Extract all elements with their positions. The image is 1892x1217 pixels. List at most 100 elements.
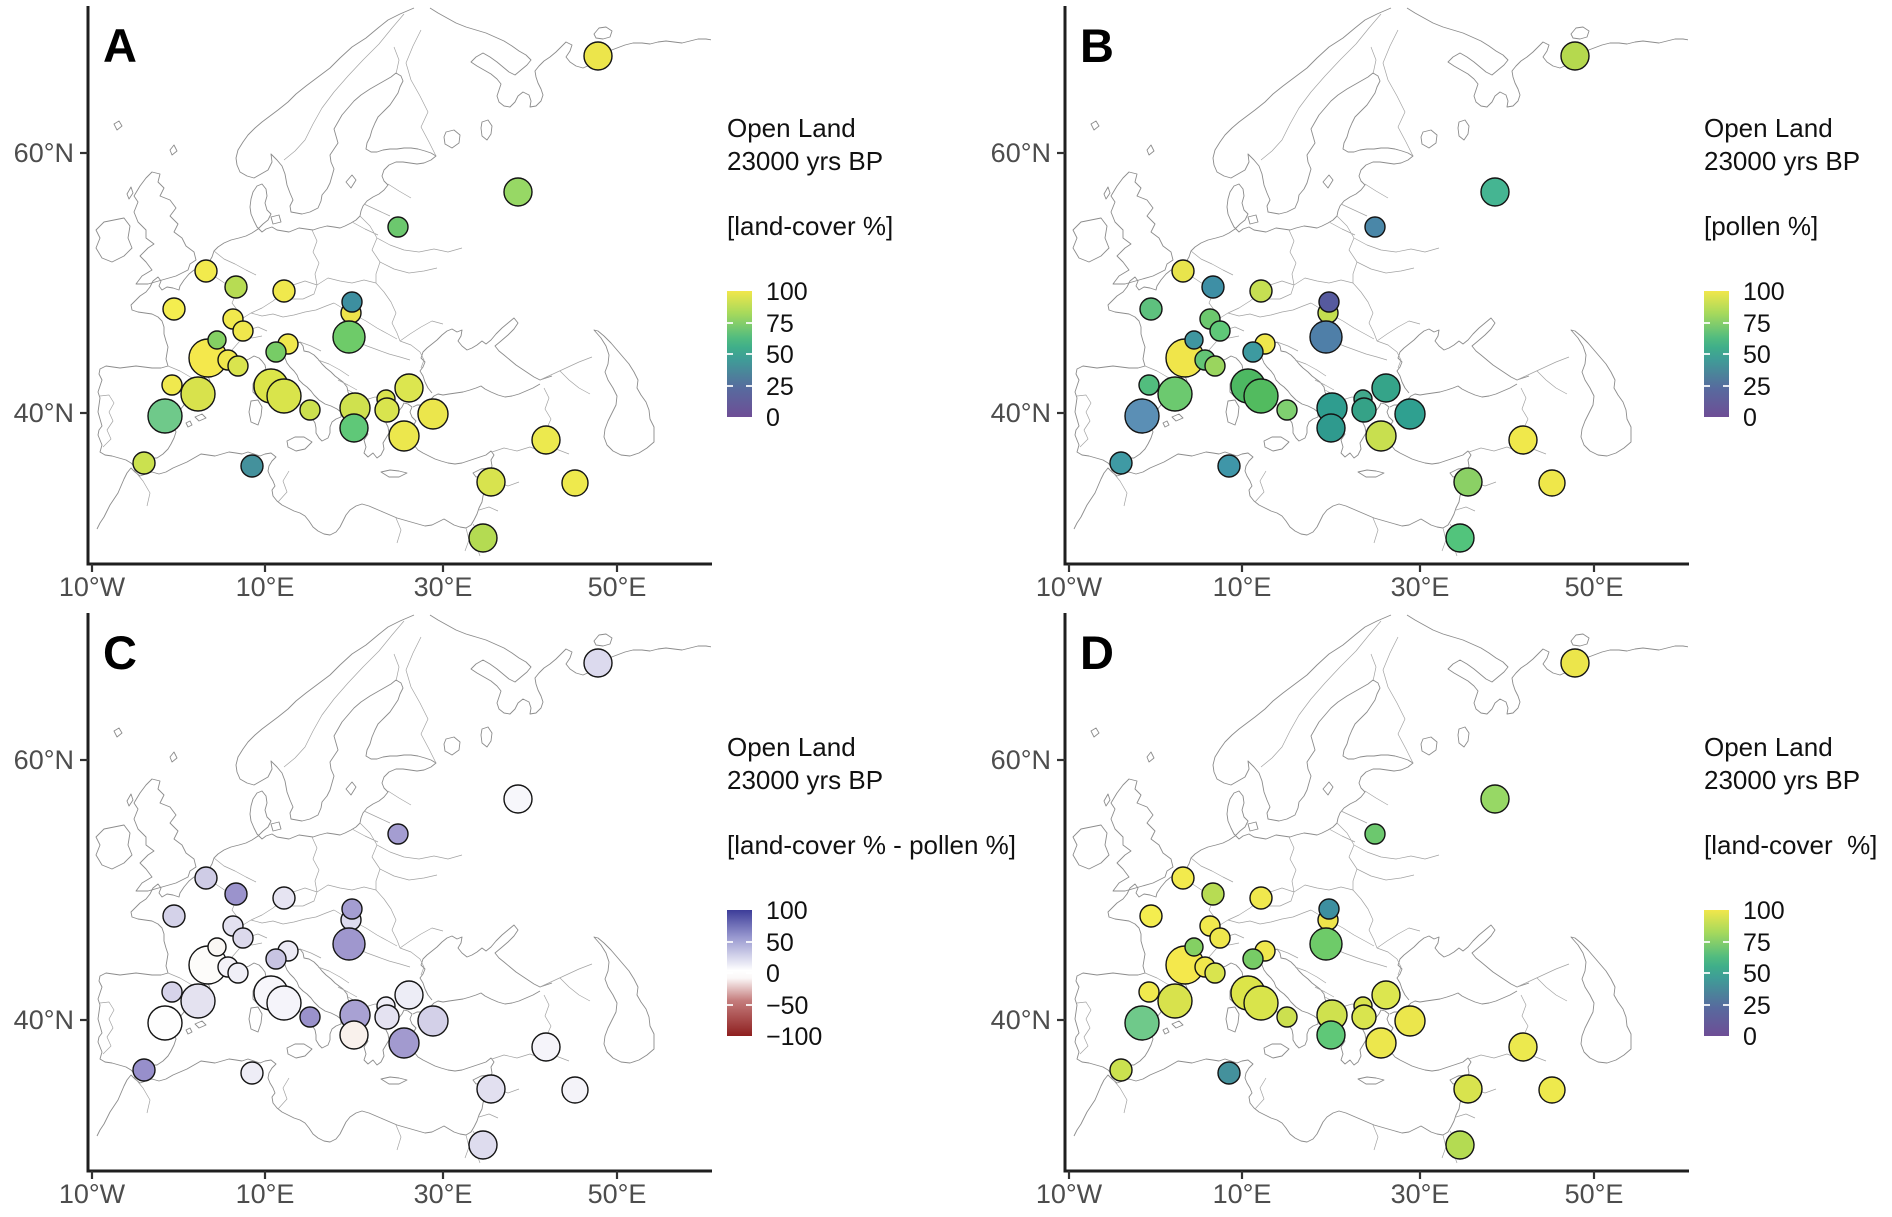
site-marker-s36 (132, 451, 156, 475)
x-tick-label: 30°E (414, 1179, 473, 1207)
colorbar-labels: 100 50 0 −50 −100 (766, 897, 876, 1051)
site-marker-s9 (162, 297, 186, 321)
colorbar-tick-label: 100 (766, 897, 808, 925)
site-marker-s13 (207, 937, 227, 957)
site-marker-s9 (162, 904, 186, 928)
y-tick-label: 60°N (14, 745, 74, 775)
site-marker-s4 (194, 259, 218, 283)
site-marker-s2 (503, 177, 533, 207)
site-marker-s6 (272, 886, 296, 910)
site-marker-s32 (1508, 425, 1538, 455)
site-marker-s18 (227, 962, 249, 984)
site-marker-s35 (468, 1130, 498, 1160)
site-markers (132, 648, 613, 1160)
site-marker-s22 (1243, 378, 1279, 414)
site-marker-s1 (1560, 41, 1590, 71)
site-marker-s29 (1316, 413, 1346, 443)
site-marker-s1 (583, 648, 613, 678)
y-tick-label: 40°N (14, 398, 74, 428)
site-marker-s18 (1204, 962, 1226, 984)
colorbar-tick-label: 25 (1743, 372, 1771, 401)
axis-ticks: 10°W 10°E 30°E 50°E 60°N 40°N (14, 745, 647, 1207)
colorbar-labels: 100 75 50 25 0 (1743, 278, 1853, 432)
site-marker-s15 (265, 341, 287, 363)
site-marker-s3 (1364, 216, 1386, 238)
legend-title-line2: 23000 yrs BP (1704, 765, 1861, 795)
legend-title-line1: Open Land (1704, 732, 1833, 762)
site-marker-s34 (1538, 469, 1566, 497)
site-marker-s29 (1316, 1020, 1346, 1050)
colorbar-tick-label: −50 (766, 991, 809, 1020)
colorbar-tick (727, 972, 733, 974)
site-marker-s11 (1209, 320, 1231, 342)
site-marker-s12 (1309, 927, 1343, 961)
site-marker-s2 (503, 784, 533, 814)
site-marker-s2 (1480, 784, 1510, 814)
site-marker-s6 (272, 279, 296, 303)
colorbar-tick (1704, 353, 1710, 355)
site-marker-s19 (1138, 374, 1160, 396)
panel-d: 10°W 10°E 30°E 50°E 60°N 40°N D Open Land 230… (977, 607, 1892, 1214)
x-tick-label: 10°W (59, 1179, 126, 1207)
colorbar-tick (746, 384, 752, 387)
x-tick-label: 30°E (1391, 1179, 1450, 1207)
site-marker-s5 (1201, 882, 1225, 906)
colorbar-tick (746, 1003, 752, 1006)
site-marker-s33 (476, 467, 506, 497)
site-marker-s4 (194, 866, 218, 890)
legend-title: Open Land 23000 yrs BP (1704, 731, 1877, 797)
site-marker-s12 (1309, 320, 1343, 354)
site-marker-s5 (224, 882, 248, 906)
site-marker-s5 (1201, 275, 1225, 299)
x-tick-label: 10°E (1213, 1179, 1272, 1207)
colorbar-tick (1704, 972, 1710, 974)
map-plot-d: 10°W 10°E 30°E 50°E 60°N 40°N D (991, 613, 1689, 1207)
colorbar-tick (1723, 1003, 1729, 1006)
colorbar-row: 100 75 50 25 0 (1704, 897, 1877, 1051)
colorbar-tick (746, 940, 752, 943)
y-tick-label: 40°N (991, 398, 1051, 428)
europe-map (1072, 614, 1688, 1164)
y-tick-label: 60°N (14, 138, 74, 168)
site-marker-s28 (394, 980, 424, 1010)
site-marker-s32 (1508, 1032, 1538, 1062)
map-plot-c: 10°W 10°E 30°E 50°E 60°N 40°N C (14, 613, 712, 1207)
colorbar-tick (727, 384, 733, 387)
site-marker-s34 (1538, 1076, 1566, 1104)
colorbar-tick (1723, 353, 1729, 355)
y-tick-label: 60°N (991, 745, 1051, 775)
panel-a: 10°W 10°E 30°E 50°E 60°N 40°N A Open Land 230… (0, 0, 946, 607)
x-tick-label: 50°E (1565, 1179, 1624, 1207)
site-marker-s1 (1560, 648, 1590, 678)
colorbar-tick-label: 50 (766, 928, 794, 957)
legend-unit: [land-cover %] (727, 211, 894, 241)
site-marker-s4 (1171, 259, 1195, 283)
legend-title: Open Land 23000 yrs BP (727, 731, 1016, 797)
site-marker-s31 (1394, 1005, 1426, 1037)
site-marker-s7 (341, 898, 363, 920)
site-marker-s20 (1157, 376, 1193, 412)
site-marker-s32 (531, 425, 561, 455)
x-tick-label: 10°E (236, 1179, 295, 1207)
colorbar-tick-label: 100 (1743, 278, 1785, 306)
site-marker-s15 (1242, 341, 1264, 363)
legend-a: Open Land 23000 yrs BP [land-cover %] 10… (727, 112, 894, 432)
legend-title-line2: 23000 yrs BP (727, 765, 884, 795)
panel-label: B (1080, 19, 1114, 72)
colorbar-tick (1723, 321, 1729, 324)
site-marker-s20 (180, 376, 216, 412)
y-tick-label: 60°N (991, 138, 1051, 168)
axis-ticks: 10°W 10°E 30°E 50°E 60°N 40°N (991, 745, 1624, 1207)
site-marker-s3 (1364, 823, 1386, 845)
x-tick-label: 10°W (1036, 572, 1103, 600)
site-marker-s19 (1138, 981, 1160, 1003)
legend-title-line2: 23000 yrs BP (727, 146, 884, 176)
site-marker-s37 (1217, 454, 1241, 478)
site-marker-s34 (561, 1076, 589, 1104)
legend-c: Open Land 23000 yrs BP [land-cover % - p… (727, 731, 1016, 1051)
site-marker-s20 (180, 983, 216, 1019)
site-markers (132, 41, 613, 553)
site-marker-s9 (1139, 297, 1163, 321)
colorbar-tick (1704, 1003, 1710, 1006)
site-markers (1109, 648, 1590, 1160)
